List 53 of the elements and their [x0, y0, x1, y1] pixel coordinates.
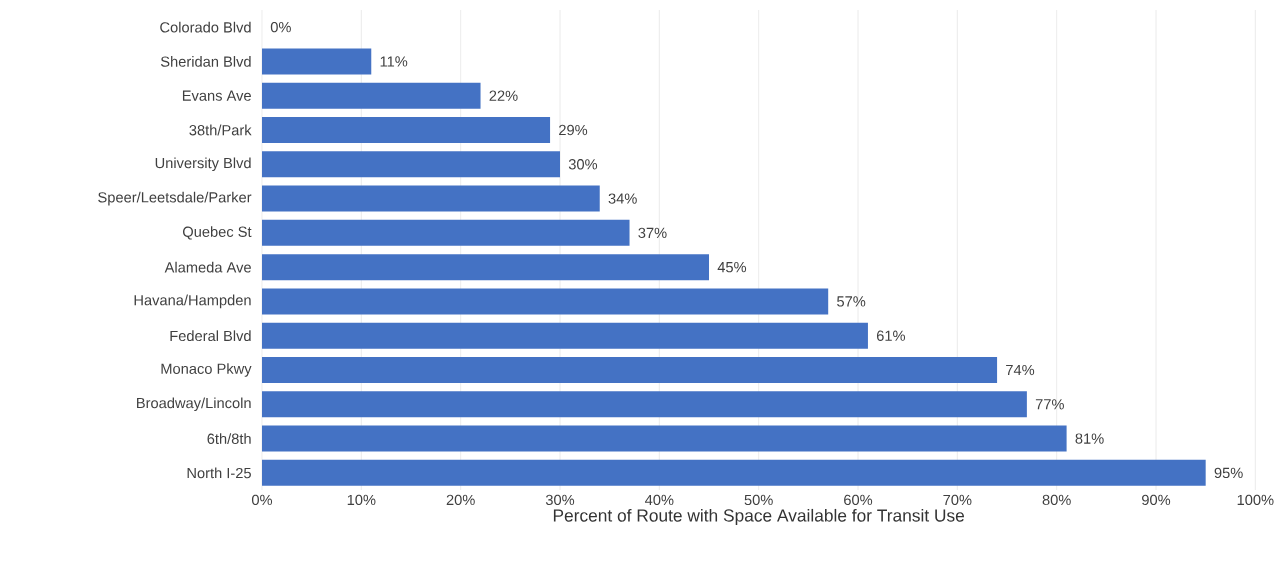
y-tick-label: University Blvd	[155, 157, 251, 172]
bar	[262, 219, 630, 246]
y-tick-label: Sheridan Blvd	[160, 56, 251, 67]
y-tick-label: Federal Blvd	[170, 330, 251, 342]
data-label: 77%	[1035, 399, 1064, 410]
data-label: 29%	[559, 124, 588, 136]
bar	[262, 151, 560, 178]
x-tick-label: 100%	[1237, 494, 1274, 506]
y-tick-label: Monaco Pkwy	[161, 363, 252, 377]
bar	[262, 288, 829, 315]
y-tick-label: 38th/Park	[189, 124, 252, 136]
data-label: 11%	[380, 56, 408, 67]
y-tick-label: Speer/Leetsdale/Parker	[98, 191, 252, 206]
y-tick-label: Colorado Blvd	[160, 21, 251, 33]
x-tick-label: 20%	[446, 494, 475, 506]
data-label: 57%	[837, 296, 866, 307]
y-tick-label: 6th/8th	[207, 433, 251, 444]
data-label: 0%	[270, 21, 291, 33]
bar	[262, 48, 372, 75]
bar	[262, 185, 600, 212]
y-tick-label: Quebec St	[182, 226, 252, 240]
data-label: 37%	[638, 227, 667, 239]
bar	[262, 459, 1206, 486]
x-tick-label: 0%	[251, 494, 273, 506]
y-tick-label: Broadway/Lincoln	[137, 397, 251, 412]
y-tick-label: Evans Ave	[182, 90, 251, 101]
data-label: 74%	[1006, 364, 1035, 376]
x-tick-label: 30%	[545, 494, 575, 506]
x-tick-label: 40%	[644, 494, 674, 506]
y-tick-label: North I-25	[187, 467, 251, 479]
bar	[262, 254, 710, 281]
bar	[262, 425, 1067, 452]
data-label: 45%	[717, 262, 747, 273]
data-label: 61%	[876, 330, 906, 341]
data-label: 30%	[568, 159, 598, 170]
bar	[262, 82, 481, 109]
x-tick-label: 80%	[1042, 494, 1071, 506]
data-label: 34%	[608, 193, 637, 204]
y-tick-label: Alameda Ave	[164, 261, 251, 273]
bar	[262, 322, 868, 349]
bar	[262, 357, 998, 384]
x-tick-label: 90%	[1142, 494, 1171, 506]
x-tick-label: 50%	[744, 494, 773, 506]
data-label: 95%	[1214, 467, 1243, 479]
x-axis-title: Percent of Route with Space Available for Transit Use	[553, 508, 965, 526]
data-label: 22%	[489, 90, 518, 101]
x-tick-label: 60%	[844, 494, 873, 506]
x-tick-label: 70%	[943, 494, 972, 506]
bar	[262, 391, 1027, 418]
bar	[262, 117, 551, 143]
data-label: 81%	[1075, 433, 1104, 444]
y-tick-label: Havana/Hampden	[134, 294, 251, 309]
x-tick-label: 10%	[347, 494, 376, 506]
